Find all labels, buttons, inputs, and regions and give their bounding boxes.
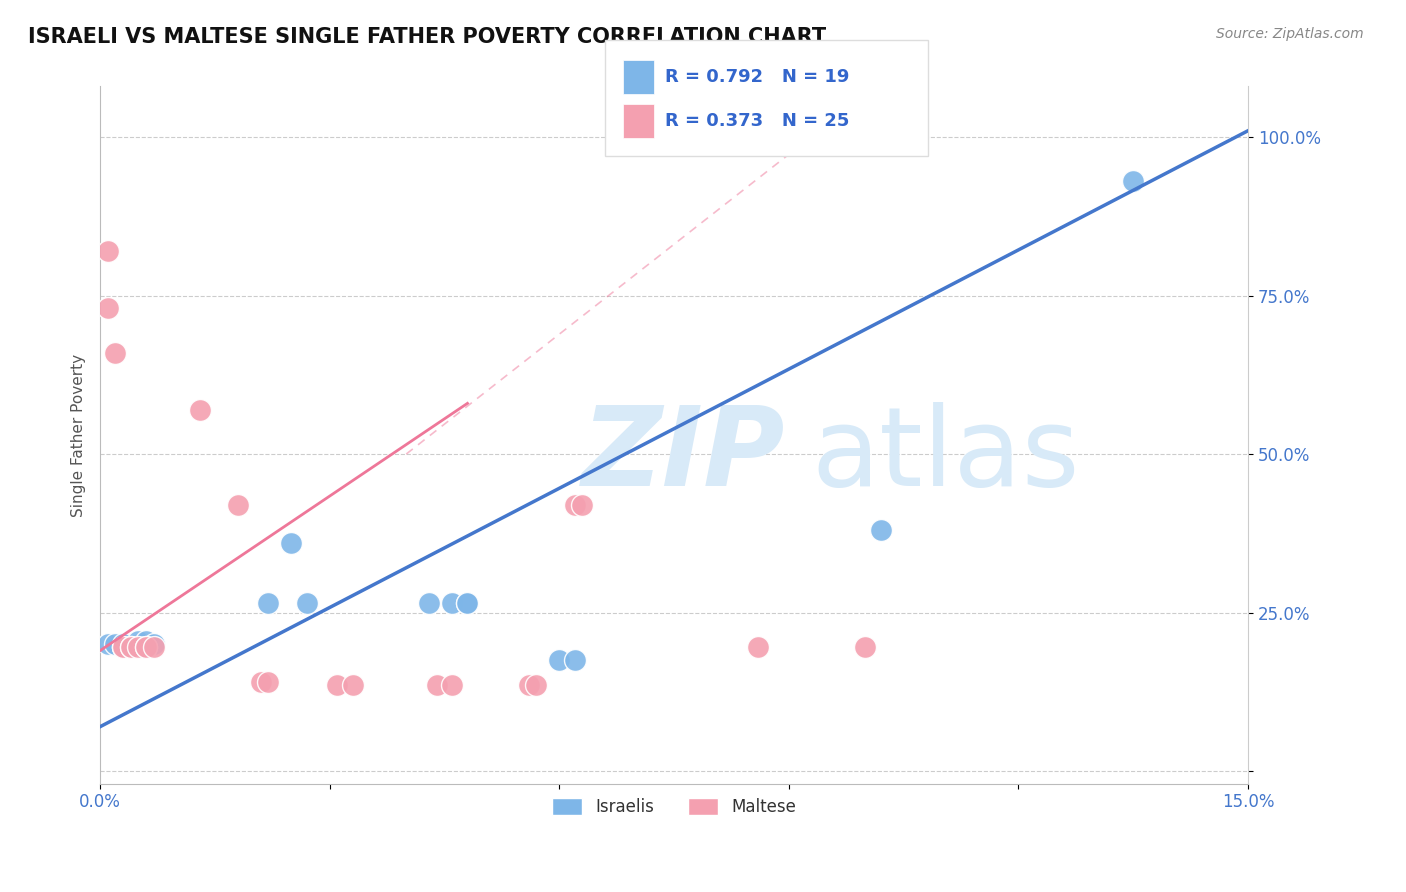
Point	[441, 678, 464, 692]
Point	[342, 678, 364, 692]
Point	[120, 640, 142, 655]
Point	[250, 675, 273, 690]
Point	[120, 640, 142, 655]
Point	[188, 402, 211, 417]
Point	[747, 640, 769, 655]
Point	[280, 536, 302, 550]
Point	[564, 653, 586, 667]
Point	[142, 637, 165, 651]
Point	[571, 498, 593, 512]
Point	[456, 596, 478, 610]
Text: Source: ZipAtlas.com: Source: ZipAtlas.com	[1216, 27, 1364, 41]
Point	[456, 596, 478, 610]
Point	[97, 244, 120, 259]
Point	[142, 640, 165, 655]
Point	[853, 640, 876, 655]
Point	[97, 301, 120, 316]
Point	[112, 640, 135, 655]
Point	[112, 640, 135, 655]
Point	[441, 596, 464, 610]
Point	[135, 634, 157, 648]
Point	[112, 640, 135, 655]
Text: R = 0.792   N = 19: R = 0.792 N = 19	[665, 68, 849, 86]
Text: R = 0.373   N = 25: R = 0.373 N = 25	[665, 112, 849, 130]
Text: atlas: atlas	[811, 402, 1080, 509]
Point	[120, 640, 142, 655]
Point	[869, 523, 891, 537]
Text: ZIP: ZIP	[582, 402, 786, 509]
Point	[564, 498, 586, 512]
Point	[226, 498, 249, 512]
Point	[127, 634, 149, 648]
Text: ISRAELI VS MALTESE SINGLE FATHER POVERTY CORRELATION CHART: ISRAELI VS MALTESE SINGLE FATHER POVERTY…	[28, 27, 827, 46]
Point	[104, 345, 127, 359]
Point	[257, 596, 280, 610]
Point	[548, 653, 571, 667]
Point	[135, 640, 157, 655]
Point	[112, 637, 135, 651]
Point	[426, 678, 449, 692]
Point	[524, 678, 547, 692]
Point	[135, 640, 157, 655]
Y-axis label: Single Father Poverty: Single Father Poverty	[72, 353, 86, 516]
Point	[418, 596, 440, 610]
Point	[97, 637, 120, 651]
Point	[517, 678, 540, 692]
Point	[295, 596, 318, 610]
Point	[1122, 174, 1144, 188]
Point	[326, 678, 349, 692]
Point	[257, 675, 280, 690]
Point	[104, 637, 127, 651]
Point	[127, 640, 149, 655]
Legend: Israelis, Maltese: Israelis, Maltese	[544, 789, 804, 824]
